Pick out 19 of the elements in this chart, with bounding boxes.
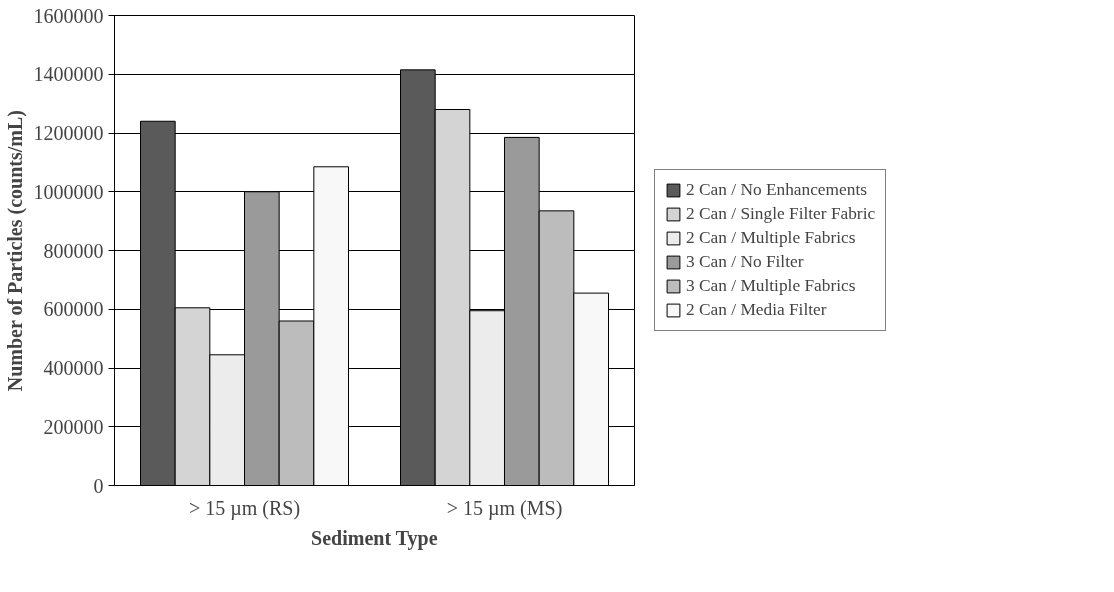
y-axis-title: Number of Particles (counts/mL) [3, 110, 27, 392]
x-tick-label: > 15 µm (RS) [188, 496, 301, 520]
legend-label: 2 Can / Media Filter [686, 300, 827, 320]
legend-label: 3 Can / Multiple Fabrics [686, 276, 856, 296]
y-tick-label: 200000 [43, 415, 104, 438]
y-tick-label: 0 [93, 474, 104, 497]
y-tick-label: 600000 [43, 298, 104, 321]
y-tick-label: 1400000 [33, 63, 104, 86]
legend-label: 3 Can / No Filter [686, 252, 804, 272]
legend-label: 2 Can / No Enhancements [686, 180, 867, 200]
x-tick-label: > 15 µm (MS) [446, 496, 563, 520]
x-axis-title: Sediment Type [311, 526, 438, 550]
y-tick-label: 1000000 [33, 180, 104, 203]
legend-label: 2 Can / Single Filter Fabric [686, 204, 876, 224]
y-tick-label: 800000 [43, 239, 104, 262]
y-tick-label: 1200000 [33, 122, 104, 144]
legend-label: 2 Can / Multiple Fabrics [686, 228, 856, 248]
y-tick-label: 400000 [43, 357, 104, 379]
y-tick-label: 1600000 [33, 4, 104, 27]
